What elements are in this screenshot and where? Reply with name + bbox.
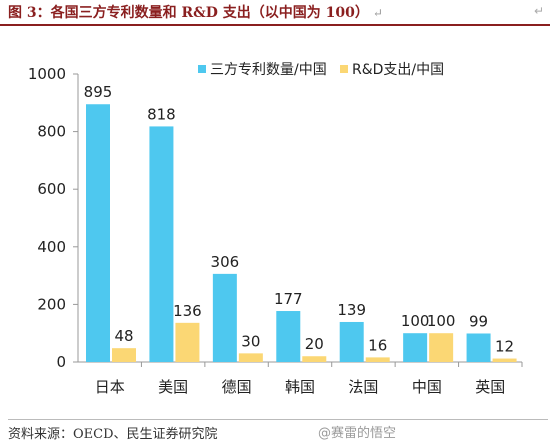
y-tick-label: 800 xyxy=(37,123,66,141)
x-tick-label: 中国 xyxy=(412,378,442,396)
figure-title: 图 3：各国三方专利数量和 R&D 支出（以中国为 100） ↵ xyxy=(0,0,550,26)
bar-rnd xyxy=(175,322,200,362)
y-tick-label: 600 xyxy=(37,180,66,198)
figure-title-text: 图 3：各国三方专利数量和 R&D 支出（以中国为 100） xyxy=(8,5,369,21)
x-tick-label: 美国 xyxy=(158,378,188,396)
data-label-patents: 100 xyxy=(401,312,430,330)
legend-label: R&D支出/中国 xyxy=(352,62,444,78)
bar-rnd xyxy=(238,353,263,362)
bar-patents xyxy=(276,311,301,362)
bar-patents xyxy=(403,333,428,362)
data-label-rnd: 16 xyxy=(368,336,387,354)
legend-label: 三方专利数量/中国 xyxy=(210,62,327,78)
y-tick-label: 400 xyxy=(37,238,66,256)
bar-patents xyxy=(86,104,110,363)
data-label-patents: 895 xyxy=(84,83,113,101)
data-label-rnd: 20 xyxy=(305,335,324,353)
bar-rnd xyxy=(429,333,454,362)
data-label-rnd: 100 xyxy=(427,312,456,330)
y-tick-label: 0 xyxy=(56,353,66,371)
watermark: @赛雷的悟空 xyxy=(318,426,397,441)
data-label-patents: 99 xyxy=(469,312,488,330)
data-label-rnd: 48 xyxy=(114,327,133,345)
return-mark-icon: ↵ xyxy=(372,6,383,20)
source-text: 资料来源：OECD、民生证券研究院 xyxy=(8,427,218,442)
bar-rnd xyxy=(365,357,390,362)
bar-patents xyxy=(212,273,237,362)
data-label-rnd: 12 xyxy=(495,338,514,356)
data-label-patents: 818 xyxy=(147,105,176,123)
bar-patents xyxy=(466,333,491,362)
legend-swatch xyxy=(198,65,206,73)
data-label-patents: 177 xyxy=(274,290,303,308)
y-tick-label: 200 xyxy=(37,295,66,313)
bar-chart: 0 200 400 600 800 1000 895 48 日本 818 136 美国 306 30 德国 1… xyxy=(28,62,523,396)
source-note: 资料来源：OECD、民生证券研究院 xyxy=(8,419,548,442)
x-tick-label: 日本 xyxy=(95,378,125,396)
data-label-rnd: 30 xyxy=(241,332,260,350)
x-tick-label: 英国 xyxy=(475,378,505,396)
data-label-patents: 306 xyxy=(211,253,240,271)
bar-patents xyxy=(149,126,174,362)
y-tick-label: 1000 xyxy=(28,65,66,83)
bar-patents xyxy=(339,321,364,362)
bar-rnd xyxy=(492,358,517,362)
x-tick-label: 韩国 xyxy=(285,378,315,396)
legend-swatch xyxy=(340,65,348,73)
bar-rnd xyxy=(112,348,136,362)
bar-rnd xyxy=(302,356,327,362)
return-mark-icon: ↵ xyxy=(533,4,544,18)
data-label-patents: 139 xyxy=(337,301,366,319)
x-tick-label: 法国 xyxy=(348,378,378,396)
x-tick-label: 德国 xyxy=(222,378,252,396)
data-label-rnd: 136 xyxy=(173,302,202,320)
